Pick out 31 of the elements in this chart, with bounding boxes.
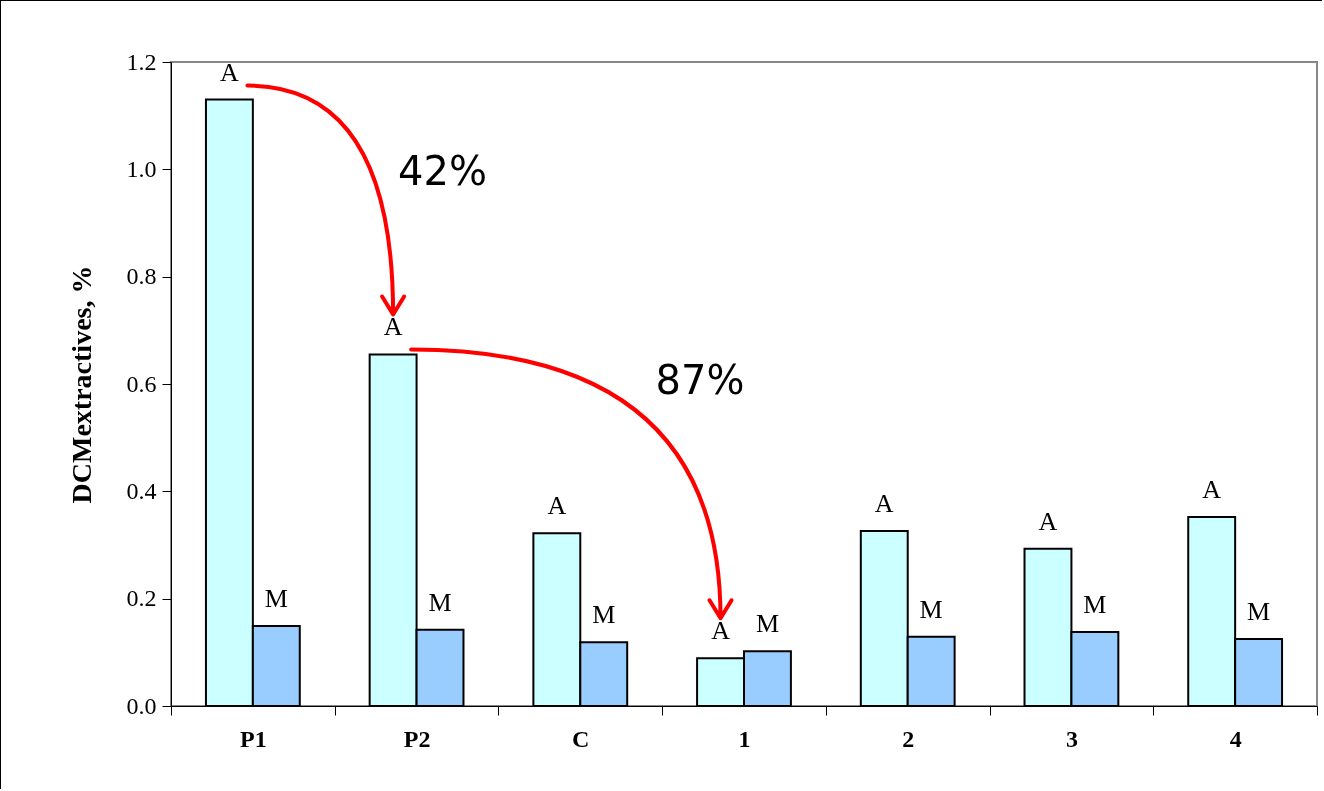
y-tick-label: 0.4 — [126, 477, 157, 504]
x-tick-label: 4 — [1229, 725, 1242, 752]
x-tick-label: C — [572, 725, 590, 752]
data-label: M — [264, 584, 288, 614]
data-label: M — [428, 587, 452, 617]
annotation: 42% — [398, 148, 488, 195]
data-label: M — [919, 594, 943, 624]
data-label: A — [711, 616, 731, 646]
data-label: M — [1083, 589, 1107, 619]
y-tick-label: 1.2 — [126, 48, 157, 75]
data-label: M — [592, 600, 616, 630]
data-label: M — [1247, 596, 1271, 626]
data-label: M — [755, 609, 780, 639]
data-label: A — [383, 312, 403, 342]
x-tick-label: P1 — [240, 725, 267, 752]
data-label: A — [1202, 475, 1222, 505]
y-tick-label: 0.8 — [126, 263, 157, 290]
data-label: A — [874, 489, 894, 519]
y-tick-label: 0.0 — [126, 692, 157, 719]
x-tick-label: 1 — [738, 725, 751, 752]
y-tick-label: 1.0 — [126, 155, 157, 182]
annotation: 87% — [655, 357, 745, 404]
data-label: A — [220, 57, 240, 87]
x-tick-label: P2 — [403, 725, 431, 752]
data-label: A — [547, 491, 567, 521]
data-label: A — [1038, 506, 1058, 536]
x-tick-label: 3 — [1065, 725, 1078, 752]
y-tick-label: 0.6 — [126, 370, 157, 397]
x-tick-label: 2 — [902, 725, 915, 752]
y-tick-label: 0.2 — [126, 585, 157, 612]
y-axis-title: DCMextractives, % — [65, 265, 97, 504]
